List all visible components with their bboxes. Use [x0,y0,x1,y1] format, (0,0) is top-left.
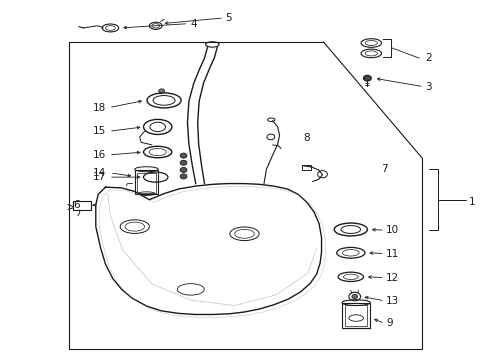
Text: 18: 18 [92,103,105,113]
Text: 6: 6 [73,200,80,210]
Circle shape [351,294,357,299]
Bar [135,170,158,194]
Text: 8: 8 [303,133,309,143]
Bar [341,303,369,328]
Text: 9: 9 [385,319,392,328]
Circle shape [158,89,164,93]
Circle shape [180,153,186,158]
Circle shape [363,75,370,81]
Circle shape [180,174,186,179]
Text: 7: 7 [380,164,387,174]
Text: 12: 12 [385,273,398,283]
Circle shape [180,167,186,172]
Text: 11: 11 [385,248,398,258]
Text: 5: 5 [224,13,231,23]
Text: 17: 17 [92,172,105,182]
Text: 4: 4 [190,19,197,29]
Text: 14: 14 [92,168,105,178]
Text: 1: 1 [468,197,474,207]
Bar [302,165,310,170]
Circle shape [180,160,186,165]
Bar [73,201,91,210]
Text: 13: 13 [385,296,398,306]
Text: 16: 16 [92,150,105,160]
Text: 15: 15 [92,126,105,136]
Bar [137,173,156,193]
Text: 10: 10 [385,225,398,235]
Bar [344,305,366,326]
Text: 2: 2 [424,53,430,63]
Text: 3: 3 [424,82,430,92]
